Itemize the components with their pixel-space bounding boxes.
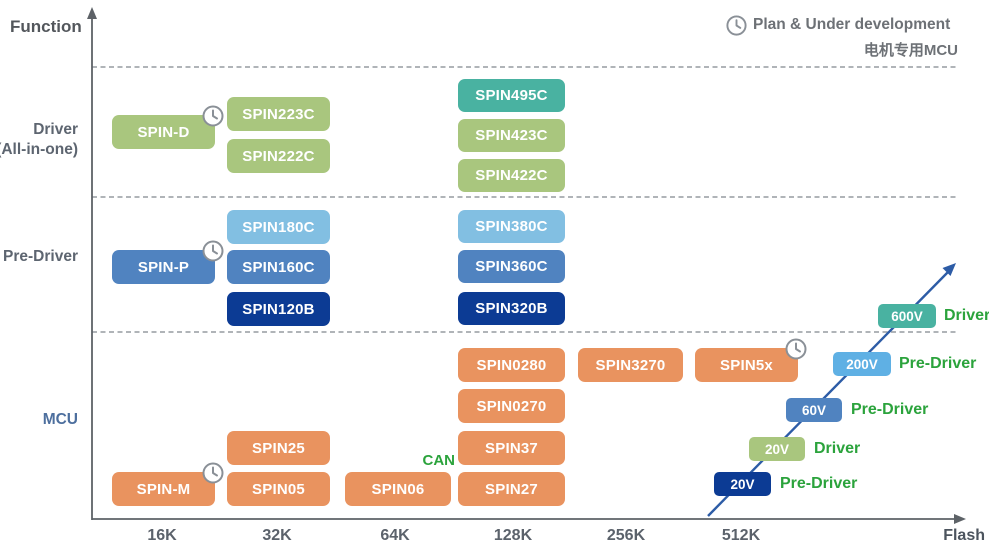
product-label: SPIN-D — [137, 123, 190, 141]
row-label-mcu: MCU — [42, 411, 78, 428]
product-label: SPIN0280 — [476, 356, 547, 374]
product-box-spin120b: SPIN120B — [227, 292, 330, 326]
product-box-spin5x: SPIN5x — [695, 348, 798, 382]
ladder-type-label: Driver — [814, 440, 861, 457]
product-label: SPIN0270 — [476, 397, 547, 415]
ladder-type-label: Pre-Driver — [780, 475, 858, 492]
product-label: SPIN180C — [242, 218, 315, 236]
voltage-badge-200v-pre-driver: 200V — [833, 352, 891, 376]
product-label: SPIN3270 — [595, 356, 666, 374]
product-box-spin360c: SPIN360C — [458, 250, 565, 283]
product-box-spin223c: SPIN223C — [227, 97, 330, 131]
y-axis-title: Function — [10, 17, 82, 36]
ladder-type-label: Pre-Driver — [899, 355, 977, 372]
clock-icon — [201, 239, 225, 263]
product-box-spin-p: SPIN-P — [112, 250, 215, 284]
voltage-badge-label: 20V — [764, 441, 790, 457]
product-box-spin06: SPIN06 — [345, 472, 451, 506]
product-box-spin37: SPIN37 — [458, 431, 565, 465]
row-label-driver-line1: Driver — [33, 121, 78, 138]
product-box-spin05: SPIN05 — [227, 472, 330, 506]
product-label: SPIN5x — [720, 356, 773, 374]
clock-icon — [201, 104, 225, 128]
x-axis-title: Flash — [943, 527, 985, 544]
product-label: SPIN-P — [137, 258, 190, 276]
ladder-type-label: Pre-Driver — [851, 401, 929, 418]
product-label: SPIN423C — [475, 127, 548, 144]
x-tick-512k: 512K — [721, 527, 761, 544]
product-box-spin25: SPIN25 — [227, 431, 330, 465]
voltage-badge-600v-driver: 600V — [878, 304, 936, 328]
product-box-spin180c: SPIN180C — [227, 210, 330, 244]
x-tick-16k: 16K — [147, 527, 177, 544]
product-label: SPIN495C — [475, 87, 548, 104]
product-box-spin423c: SPIN423C — [458, 119, 565, 152]
voltage-badge-label: 60V — [801, 402, 827, 418]
product-box-spin495c: SPIN495C — [458, 79, 565, 112]
voltage-badge-20v-driver: 20V — [749, 437, 805, 461]
legend-plan-label: Plan & Under development — [753, 16, 951, 33]
voltage-badge-60v-pre-driver: 60V — [786, 398, 842, 422]
voltage-badge-label: 600V — [891, 308, 923, 324]
clock-icon — [784, 337, 808, 361]
product-box-spin-d: SPIN-D — [112, 115, 215, 149]
product-label: SPIN380C — [475, 218, 548, 235]
product-label: SPIN05 — [252, 480, 305, 498]
product-box-spin0270: SPIN0270 — [458, 389, 565, 423]
ladder-type-label: Driver — [944, 307, 989, 324]
product-box-spin380c: SPIN380C — [458, 210, 565, 243]
product-box-spin222c: SPIN222C — [227, 139, 330, 173]
product-label: SPIN223C — [242, 105, 315, 123]
x-tick-64k: 64K — [380, 527, 410, 544]
voltage-badge-20v-pre-driver: 20V — [714, 472, 771, 496]
product-label: SPIN37 — [485, 439, 538, 457]
row-label-driver-line2: (All-in-one) — [0, 141, 78, 158]
row-label-driver: Driver (All-in-one) — [0, 120, 78, 160]
product-box-spin-m: SPIN-M — [112, 472, 215, 506]
x-tick-256k: 256K — [606, 527, 646, 544]
clock-icon — [201, 461, 225, 485]
product-label: SPIN360C — [475, 258, 548, 275]
product-box-spin160c: SPIN160C — [227, 250, 330, 284]
product-label: SPIN25 — [252, 439, 305, 457]
product-box-spin320b: SPIN320B — [458, 292, 565, 325]
product-label: SPIN120B — [242, 300, 315, 318]
product-label: SPIN160C — [242, 258, 315, 276]
x-tick-128k: 128K — [493, 527, 533, 544]
row-label-predriver: Pre-Driver — [3, 248, 78, 265]
voltage-badge-label: 20V — [730, 476, 755, 492]
legend-subtitle: 电机专用MCU — [863, 42, 958, 59]
product-label: SPIN422C — [475, 167, 548, 184]
product-box-spin422c: SPIN422C — [458, 159, 565, 192]
product-box-spin0280: SPIN0280 — [458, 348, 565, 382]
product-box-spin27: SPIN27 — [458, 472, 565, 506]
x-tick-32k: 32K — [262, 527, 292, 544]
voltage-badge-label: 200V — [846, 356, 878, 372]
product-label: SPIN222C — [242, 147, 315, 165]
product-label: SPIN06 — [371, 480, 425, 498]
legend-clock-icon — [725, 14, 748, 42]
product-box-spin3270: SPIN3270 — [578, 348, 683, 382]
product-label: SPIN320B — [475, 300, 548, 317]
product-label: SPIN27 — [485, 480, 538, 498]
product-label: SPIN-M — [136, 480, 191, 498]
can-annotation: CAN — [422, 452, 456, 469]
